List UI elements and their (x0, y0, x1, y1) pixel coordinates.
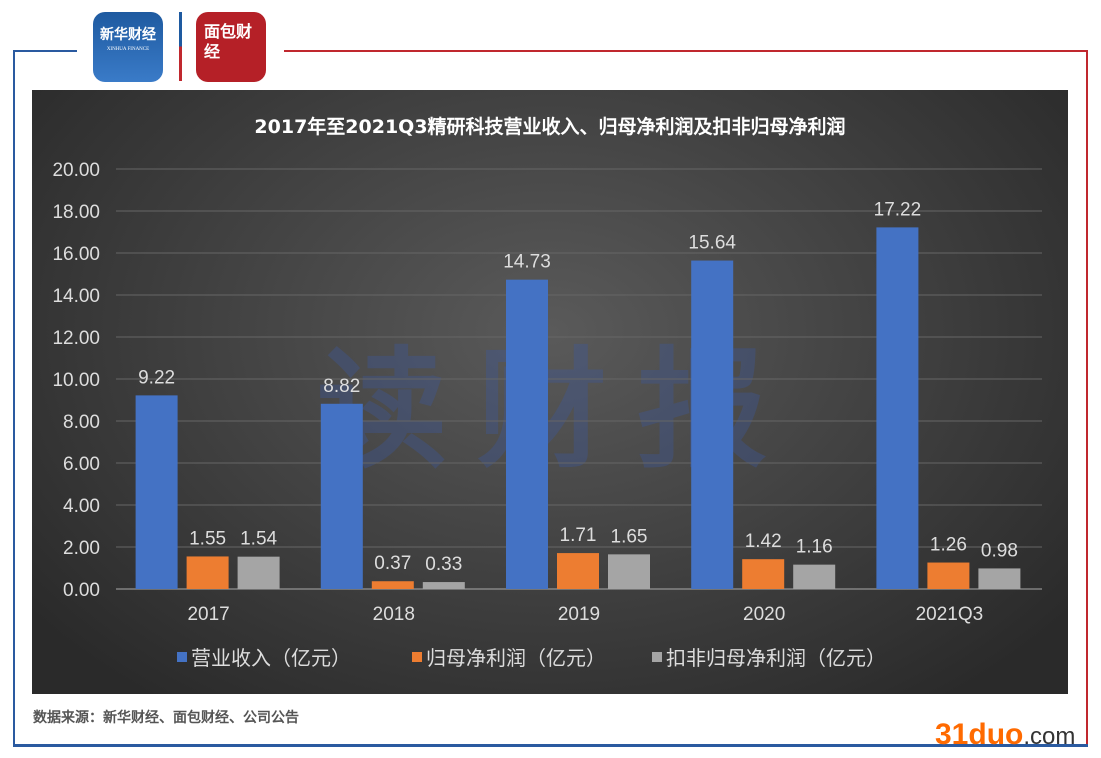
site-watermark: 31duo.com (935, 718, 1075, 752)
bar-1 (135, 395, 178, 589)
y-tick-label: 4.00 (63, 496, 100, 517)
data-label: 1.54 (240, 529, 277, 550)
bar-1 (876, 227, 919, 589)
bar-2 (557, 553, 599, 589)
data-label: 1.26 (930, 535, 967, 556)
xinhua-finance-logo: 新华财经 XINHUA FINANCE (93, 12, 163, 82)
x-tick-label: 2021Q3 (916, 604, 984, 625)
bar-3 (793, 564, 836, 589)
data-label: 1.42 (745, 531, 782, 552)
data-label: 14.73 (503, 252, 551, 273)
frame-line (13, 744, 1088, 747)
legend-label: 扣非归母净利润（亿元） (666, 647, 886, 670)
legend-swatch (177, 652, 187, 662)
bar-1 (320, 403, 363, 589)
bar-2 (742, 559, 785, 589)
data-label: 0.33 (425, 554, 462, 575)
data-label: 15.64 (688, 233, 736, 254)
site-name: 31duo (935, 718, 1024, 751)
data-label: 0.37 (374, 553, 411, 574)
logo-subtext: XINHUA FINANCE (106, 47, 150, 52)
logo-text: 新华财经 (100, 27, 156, 43)
chart-panel: 读财报 2017年至2021Q3精研科技营业收入、归母净利润及扣非归母净利润 0… (32, 90, 1068, 694)
x-tick-label: 2017 (187, 604, 229, 625)
site-suffix: .com (1023, 723, 1076, 750)
data-label: 1.16 (796, 537, 833, 558)
data-label: 0.98 (981, 540, 1018, 561)
bar-2 (186, 556, 229, 589)
data-label: 1.65 (611, 526, 648, 547)
y-tick-label: 2.00 (63, 538, 100, 559)
y-tick-label: 16.00 (52, 244, 100, 265)
data-label: 9.22 (138, 367, 175, 388)
x-tick-label: 2019 (558, 604, 600, 625)
data-label: 17.22 (874, 199, 922, 220)
logo-separator (179, 12, 182, 81)
legend-swatch (652, 652, 662, 662)
y-tick-label: 0.00 (63, 580, 100, 601)
y-tick-label: 14.00 (52, 286, 100, 307)
legend-label: 归母净利润（亿元） (426, 647, 606, 670)
data-label: 8.82 (323, 376, 360, 397)
y-tick-label: 10.00 (52, 370, 100, 391)
frame-line (1086, 50, 1088, 746)
chart-title: 2017年至2021Q3精研科技营业收入、归母净利润及扣非归母净利润 (254, 116, 846, 138)
mianbao-finance-logo: 面包财经 (196, 12, 266, 82)
frame-line (13, 50, 15, 746)
bar-1 (506, 279, 548, 589)
legend-label: 营业收入（亿元） (191, 647, 351, 670)
x-tick-label: 2020 (743, 604, 785, 625)
bar-2 (927, 562, 970, 589)
bar-3 (422, 582, 465, 589)
y-tick-label: 20.00 (52, 160, 100, 181)
y-tick-label: 18.00 (52, 202, 100, 223)
logo-text: 面包财经 (204, 22, 253, 61)
frame-line (284, 50, 1088, 52)
bar-1 (691, 260, 734, 589)
bar-3 (237, 556, 280, 589)
data-label: 1.71 (560, 525, 597, 546)
frame-line (13, 50, 77, 52)
legend-swatch (412, 652, 422, 662)
y-tick-label: 8.00 (63, 412, 100, 433)
chart-svg: 0.00 2.00 4.00 6.00 8.00 10.00 12.00 14.00 16.00… (52, 160, 1042, 670)
bar-3 (608, 554, 650, 589)
source-note: 数据来源：新华财经、面包财经、公司公告 (33, 710, 299, 726)
y-tick-label: 12.00 (52, 328, 100, 349)
y-tick-label: 6.00 (63, 454, 100, 475)
x-tick-label: 2018 (373, 604, 415, 625)
bar-3 (978, 568, 1021, 589)
data-label: 1.55 (189, 528, 226, 549)
bar-2 (371, 581, 414, 589)
